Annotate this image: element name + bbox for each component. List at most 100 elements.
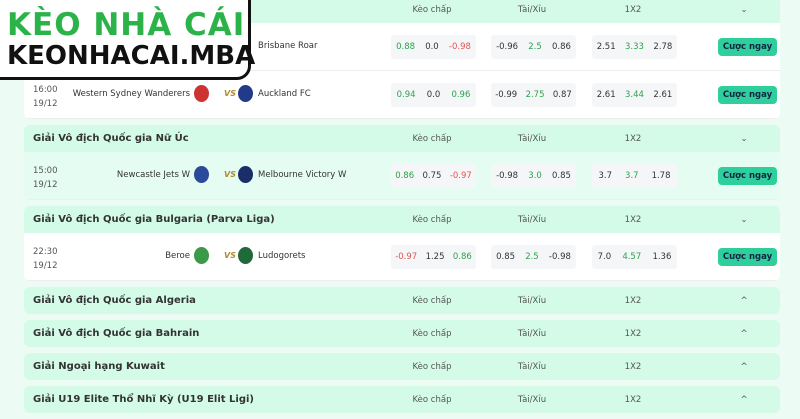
odds-value[interactable]: 2.61 [596, 90, 616, 100]
odds-value[interactable]: -0.96 [496, 42, 519, 52]
odds-x12: 2.61 3.44 2.61 [592, 83, 677, 107]
date: 19/12 [33, 99, 58, 109]
league-section: Giải Vô địch Quốc gia Nữ Úc Kèo chấp Tài… [24, 125, 780, 200]
match-row: 22:30 19/12 Beroe VS Ludogorets -0.97 1.25 0… [24, 233, 780, 281]
col-overunder: Tài/Xỉu [517, 328, 547, 339]
odds-ou: 0.85 2.5 -0.98 [491, 245, 576, 269]
odds-value[interactable]: 0.86 [395, 171, 415, 181]
odds-value[interactable]: -0.98 [448, 42, 471, 52]
match-row: 15:00 19/12 Newcastle Jets W VS Melbourne … [24, 152, 780, 200]
league-name: Giải Vô địch Quốc gia Bahrain [33, 328, 200, 339]
bet-now-button[interactable]: Cược ngay [718, 38, 777, 56]
bet-now-button[interactable]: Cược ngay [718, 167, 777, 185]
odds-value[interactable]: 2.51 [596, 42, 616, 52]
away-badge-icon [238, 85, 253, 102]
col-1x2: 1X2 [624, 4, 642, 15]
bet-now-button[interactable]: Cược ngay [718, 86, 777, 104]
vs-icon: VS [224, 170, 236, 179]
chevron-up-icon[interactable]: ^ [740, 361, 748, 372]
col-handicap: Kèo chấp [412, 295, 452, 306]
home-badge-icon [194, 166, 209, 183]
home-badge-icon [194, 85, 209, 102]
odds-value[interactable]: 0.87 [552, 90, 572, 100]
odds-value[interactable]: 1.78 [651, 171, 671, 181]
match-time: 22:30 19/12 [33, 245, 58, 273]
league-header[interactable]: Giải Ngoại hạng Kuwait Kèo chấp Tài/Xỉu … [24, 353, 780, 380]
col-handicap: Kèo chấp [412, 4, 452, 15]
odds-x12: 3.7 3.7 1.78 [592, 164, 677, 188]
site-logo: KÈO NHÀ CÁI KEONHACAI.MBA [0, 0, 256, 80]
league-section: Giải Vô địch Quốc gia Algeria Kèo chấp T… [24, 287, 780, 314]
bet-now-button[interactable]: Cược ngay [718, 248, 777, 266]
home-badge-icon [194, 247, 209, 264]
col-handicap: Kèo chấp [412, 361, 452, 372]
time: 15:00 [33, 166, 58, 176]
league-name: Giải Vô địch Quốc gia Algeria [33, 295, 196, 306]
league-list: Kèo chấp Tài/Xỉu 1X2 ⌄ Brisbane Roar 0.8… [24, 0, 780, 419]
home-team: Western Sydney Wanderers [72, 89, 190, 99]
date: 19/12 [33, 180, 58, 190]
odds-value[interactable]: 0.0 [426, 90, 441, 100]
odds-value[interactable]: 0.85 [496, 252, 516, 262]
odds-ou: -0.96 2.5 0.86 [491, 35, 576, 59]
odds-value[interactable]: 3.0 [528, 171, 542, 181]
league-header[interactable]: Giải Vô địch Quốc gia Bahrain Kèo chấp T… [24, 320, 780, 347]
odds-value[interactable]: 1.25 [425, 252, 445, 262]
chevron-down-icon[interactable]: ⌄ [740, 214, 748, 225]
odds-value[interactable]: 2.75 [525, 90, 545, 100]
time: 22:30 [33, 247, 58, 257]
odds-value[interactable]: 2.5 [528, 42, 542, 52]
time: 16:00 [33, 85, 58, 95]
odds-value[interactable]: -0.97 [449, 171, 472, 181]
odds-value[interactable]: 2.5 [525, 252, 539, 262]
odds-value[interactable]: -0.98 [496, 171, 519, 181]
odds-value[interactable]: 3.33 [625, 42, 644, 52]
col-1x2: 1X2 [624, 295, 642, 306]
odds-value[interactable]: 4.57 [622, 252, 642, 262]
odds-x12: 7.0 4.57 1.36 [592, 245, 677, 269]
col-overunder: Tài/Xỉu [517, 295, 547, 306]
col-1x2: 1X2 [624, 361, 642, 372]
odds-value[interactable]: 0.86 [452, 252, 472, 262]
odds-value[interactable]: 3.44 [625, 90, 644, 100]
league-section: Giải Ngoại hạng Kuwait Kèo chấp Tài/Xỉu … [24, 353, 780, 380]
odds-value[interactable]: 3.7 [625, 171, 639, 181]
league-name: Giải Vô địch Quốc gia Nữ Úc [33, 133, 189, 144]
league-section: Kèo chấp Tài/Xỉu 1X2 ⌄ Brisbane Roar 0.8… [24, 0, 780, 119]
date: 19/12 [33, 261, 58, 271]
odds-hc: 0.88 0.0 -0.98 [391, 35, 476, 59]
odds-value[interactable]: 0.75 [422, 171, 442, 181]
odds-value[interactable]: 1.36 [652, 252, 672, 262]
odds-value[interactable]: -0.98 [548, 252, 571, 262]
chevron-down-icon[interactable]: ⌄ [740, 133, 748, 144]
vs-icon: VS [224, 89, 236, 98]
league-header[interactable]: Giải Vô địch Quốc gia Bulgaria (Parva Li… [24, 206, 780, 233]
col-handicap: Kèo chấp [412, 328, 452, 339]
league-header[interactable]: Giải Vô địch Quốc gia Nữ Úc Kèo chấp Tài… [24, 125, 780, 152]
chevron-up-icon[interactable]: ^ [740, 295, 748, 306]
odds-value[interactable]: 0.85 [551, 171, 571, 181]
chevron-down-icon[interactable]: ⌄ [740, 4, 748, 15]
odds-value[interactable]: 0.88 [396, 42, 416, 52]
league-section: Giải Vô địch Quốc gia Bahrain Kèo chấp T… [24, 320, 780, 347]
league-header[interactable]: Giải Vô địch Quốc gia Algeria Kèo chấp T… [24, 287, 780, 314]
odds-value[interactable]: 0.96 [451, 90, 471, 100]
vs-icon: VS [224, 251, 236, 260]
odds-hc: 0.86 0.75 -0.97 [391, 164, 476, 188]
odds-ou: -0.99 2.75 0.87 [491, 83, 576, 107]
odds-value[interactable]: 2.61 [653, 90, 673, 100]
odds-value[interactable]: -0.99 [495, 90, 518, 100]
odds-value[interactable]: 0.0 [425, 42, 439, 52]
logo-line2: KEONHACAI.MBA [7, 41, 256, 71]
odds-value[interactable]: 7.0 [597, 252, 612, 262]
league-name: Giải Vô địch Quốc gia Bulgaria (Parva Li… [33, 214, 275, 225]
odds-value[interactable]: 0.86 [551, 42, 571, 52]
odds-value[interactable]: -0.97 [395, 252, 418, 262]
odds-value[interactable]: 2.78 [653, 42, 673, 52]
home-team: Beroe [165, 251, 190, 261]
away-badge-icon [238, 247, 253, 264]
odds-value[interactable]: 3.7 [598, 171, 613, 181]
chevron-up-icon[interactable]: ^ [740, 328, 748, 339]
odds-value[interactable]: 0.94 [396, 90, 416, 100]
league-section: Giải Vô địch Quốc gia Bulgaria (Parva Li… [24, 206, 780, 281]
